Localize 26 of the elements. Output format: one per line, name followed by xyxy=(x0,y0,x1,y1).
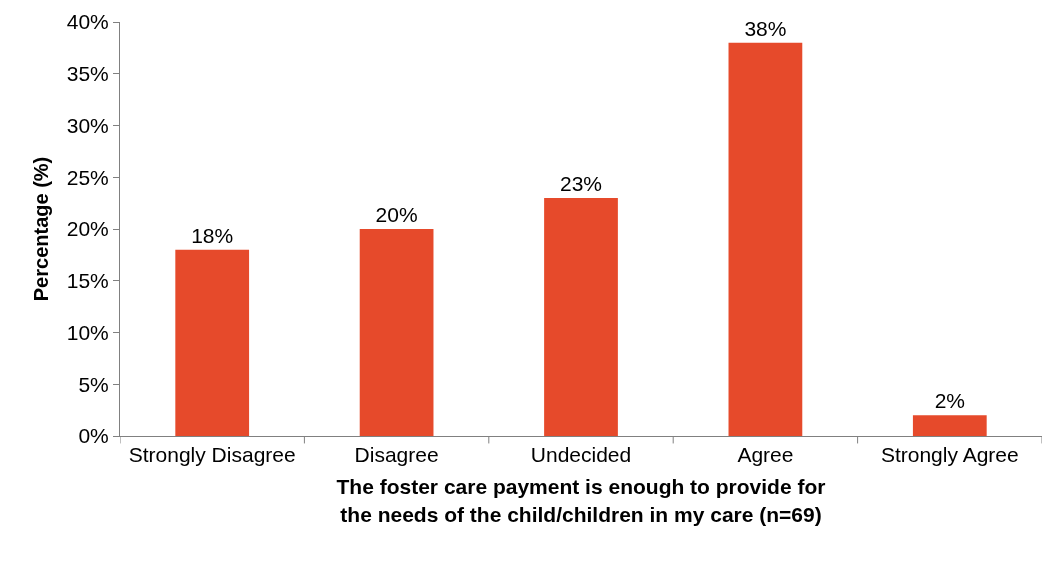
data-label: 23% xyxy=(559,171,603,195)
y-tick-label: 20% xyxy=(66,217,109,241)
bar xyxy=(359,229,434,436)
x-axis-title: The foster care payment is enough to provide for the needs of the child/children in my care (n=69) xyxy=(336,475,826,526)
x-tick-label: Undecided xyxy=(530,443,632,467)
y-tick-label: 40% xyxy=(66,10,109,34)
bar xyxy=(728,42,803,436)
y-tick-label: 15% xyxy=(66,269,109,293)
y-tick-label: 25% xyxy=(66,165,109,189)
x-tick-label: Strongly Agree xyxy=(880,443,1019,467)
y-axis-title: Percentage (%) xyxy=(30,156,53,302)
data-label: 18% xyxy=(191,223,234,247)
data-label: 2% xyxy=(934,389,965,413)
x-tick-label: Disagree xyxy=(354,443,439,467)
data-label: 20% xyxy=(375,203,418,226)
data-label: 38% xyxy=(744,16,787,40)
y-tick-label: 30% xyxy=(66,113,109,137)
x-tick-label: Agree xyxy=(737,443,794,467)
x-tick-label: Strongly Disagree xyxy=(128,443,296,467)
y-tick-label: 0% xyxy=(78,424,109,448)
bar xyxy=(912,415,987,436)
y-tick-label: 35% xyxy=(66,62,109,86)
y-tick-label: 5% xyxy=(78,372,109,396)
y-tick-label: 10% xyxy=(66,320,109,344)
bar xyxy=(175,249,250,436)
bar xyxy=(544,197,618,436)
